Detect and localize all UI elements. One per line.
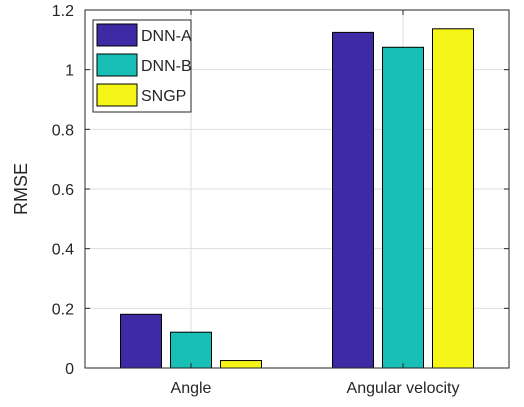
axes [84, 9, 510, 369]
y-tick-label: 0 [65, 361, 74, 378]
bar-dnn-b-0 [170, 331, 212, 369]
y-tick-label: 0.8 [52, 122, 74, 139]
legend-label: DNN-A [141, 28, 192, 45]
y-tick-label: 1 [65, 63, 74, 80]
bar-sngp-0 [220, 360, 262, 369]
x-tick-label: Angle [171, 380, 212, 397]
legend: DNN-A DNN-B SNGP [92, 19, 192, 113]
legend-swatch [96, 53, 138, 77]
y-tick-label: 1.2 [52, 3, 74, 20]
y-axis-label: RMSE [11, 163, 31, 215]
bar-dnn-a-0 [120, 313, 162, 369]
y-tick-label: 0.6 [52, 182, 74, 199]
legend-swatch [96, 83, 138, 107]
y-tick-label: 0.4 [52, 242, 74, 259]
x-tick-label: Angular velocity [347, 380, 460, 397]
y-tick-label: 0.2 [52, 301, 74, 318]
bar-sngp-1 [432, 28, 474, 369]
legend-label: DNN-B [141, 58, 192, 75]
bar-dnn-b-1 [382, 46, 424, 369]
bars [120, 28, 474, 369]
legend-swatch [96, 23, 138, 47]
plot-frame [84, 9, 510, 369]
bar-dnn-a-1 [332, 31, 374, 369]
tick-labels: 0 0.2 0.4 0.6 0.8 1 1.2 Angle Angular velocity [52, 3, 460, 397]
legend-label: SNGP [141, 88, 186, 105]
